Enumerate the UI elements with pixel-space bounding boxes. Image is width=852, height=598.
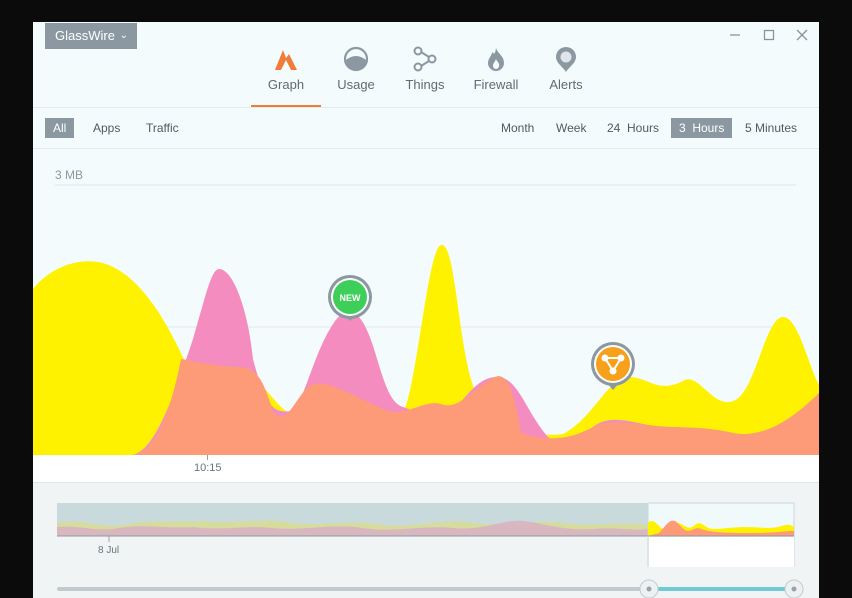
tab-graph-label: Graph	[267, 77, 305, 92]
slider-handle-right[interactable]	[784, 579, 804, 598]
close-button[interactable]	[792, 28, 812, 48]
app-menu-button[interactable]: GlassWire ⌄	[45, 23, 137, 49]
tab-usage-label: Usage	[337, 77, 375, 92]
tab-things-label: Things	[405, 77, 445, 92]
axis-time-label: 10:15	[194, 462, 222, 474]
usage-icon	[343, 46, 369, 72]
alerts-icon	[556, 47, 576, 72]
tab-usage[interactable]: Usage	[321, 44, 391, 92]
network-device-icon	[601, 354, 625, 375]
minimize-icon	[730, 34, 740, 36]
graph-x-axis: 10:15	[33, 455, 819, 483]
traffic-graph[interactable]: 3 MB NEW	[33, 149, 819, 455]
slider-selected-track[interactable]	[649, 587, 794, 591]
range-month[interactable]: Month	[501, 121, 535, 135]
range-5-minutes[interactable]: 5 Minutes	[745, 121, 798, 135]
tab-alerts[interactable]: Alerts	[531, 44, 601, 92]
graph-icon	[275, 50, 297, 70]
selection-panel	[649, 537, 794, 567]
active-tab-indicator	[251, 105, 321, 107]
app-menu-label: GlassWire	[55, 28, 115, 43]
filter-apps[interactable]: Apps	[93, 121, 121, 135]
tab-alerts-label: Alerts	[549, 77, 583, 92]
new-marker-label: NEW	[340, 293, 362, 303]
timeline-svg: 8 Jul	[57, 502, 804, 598]
network-alert-marker[interactable]	[591, 342, 635, 390]
tab-firewall-label: Firewall	[473, 77, 519, 92]
range-week[interactable]: Week	[556, 121, 587, 135]
range-3-hours[interactable]: 3 Hours	[671, 118, 733, 138]
chevron-down-icon: ⌄	[119, 30, 128, 41]
main-nav: Graph Usage Things	[33, 22, 819, 108]
slider-handle-left[interactable]	[639, 579, 659, 598]
tab-firewall[interactable]: Firewall	[461, 44, 531, 92]
axis-tick	[207, 455, 208, 460]
close-icon	[796, 29, 808, 41]
range-24-hours[interactable]: 24 Hours	[607, 121, 660, 135]
divider	[33, 148, 819, 149]
timeline-overview: 8 Jul	[33, 483, 819, 598]
slider-track[interactable]	[57, 587, 649, 591]
maximize-icon	[763, 29, 775, 41]
timeline-date-label: 8 Jul	[98, 545, 119, 556]
tab-graph[interactable]: Graph	[251, 44, 321, 92]
scale-label: 3 MB	[55, 168, 83, 182]
filter-traffic[interactable]: Traffic	[146, 121, 179, 135]
divider	[33, 107, 819, 108]
filter-bar: All Apps Traffic Month Week 24 Hours 3 H…	[33, 108, 819, 149]
minimize-button[interactable]	[725, 28, 745, 48]
filter-all[interactable]: All	[45, 118, 75, 138]
traffic-graph-svg: 3 MB NEW	[33, 168, 819, 455]
selected-outgoing-area	[648, 520, 794, 536]
new-app-marker[interactable]: NEW	[328, 275, 372, 321]
history-outgoing-area	[57, 520, 648, 536]
firewall-icon	[488, 48, 504, 71]
maximize-button[interactable]	[759, 28, 779, 48]
glasswire-window: GlassWire ⌄ Graph	[33, 22, 819, 598]
tab-things[interactable]: Things	[390, 44, 460, 92]
overlap-traffic-area	[133, 359, 819, 455]
things-icon	[413, 46, 437, 72]
